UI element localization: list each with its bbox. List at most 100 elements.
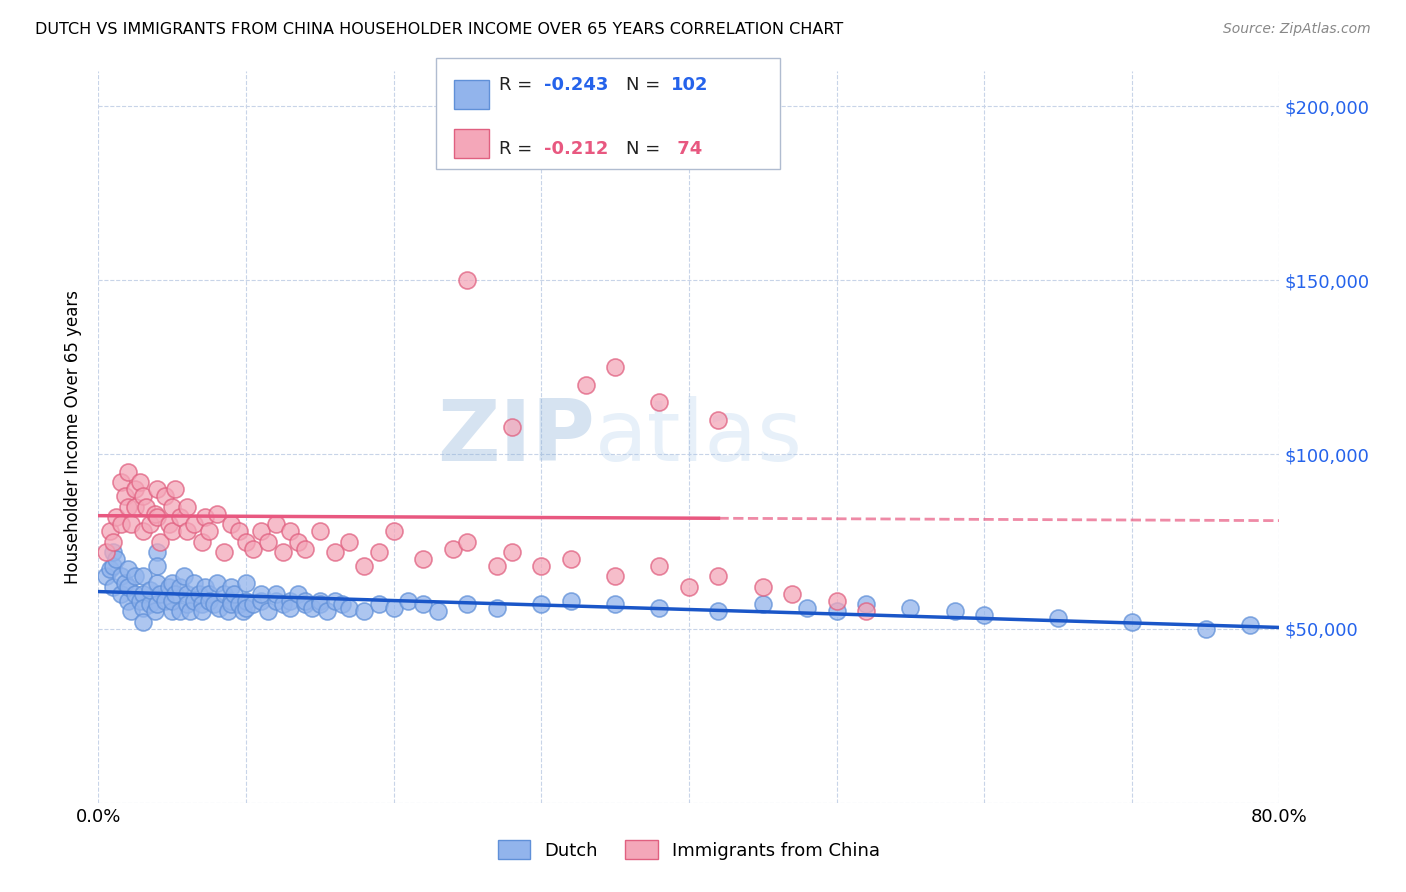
Point bbox=[457, 273, 479, 287]
Point bbox=[221, 597, 243, 611]
Point bbox=[98, 524, 121, 538]
Point bbox=[205, 507, 228, 521]
Point bbox=[825, 594, 848, 608]
Point bbox=[169, 604, 191, 618]
Point bbox=[153, 594, 176, 608]
Point bbox=[752, 597, 775, 611]
Point bbox=[103, 545, 125, 559]
Point bbox=[202, 597, 225, 611]
Point bbox=[228, 597, 250, 611]
Point bbox=[139, 517, 162, 532]
Point bbox=[796, 600, 818, 615]
Point bbox=[323, 594, 346, 608]
Point bbox=[110, 517, 132, 532]
Point bbox=[257, 534, 280, 549]
Point bbox=[132, 569, 155, 583]
Point bbox=[855, 597, 877, 611]
Point bbox=[242, 597, 264, 611]
Point bbox=[368, 597, 391, 611]
Point bbox=[179, 604, 201, 618]
Text: atlas: atlas bbox=[595, 395, 803, 479]
Point bbox=[165, 587, 187, 601]
Point bbox=[117, 580, 139, 594]
Point bbox=[257, 604, 280, 618]
Text: N =: N = bbox=[626, 140, 665, 158]
Text: Source: ZipAtlas.com: Source: ZipAtlas.com bbox=[1223, 22, 1371, 37]
Point bbox=[149, 587, 172, 601]
Y-axis label: Householder Income Over 65 years: Householder Income Over 65 years bbox=[65, 290, 83, 584]
Point bbox=[132, 587, 155, 601]
Point bbox=[124, 587, 146, 601]
Point bbox=[264, 587, 287, 601]
Point bbox=[128, 594, 150, 608]
Point bbox=[120, 517, 142, 532]
Point bbox=[139, 597, 162, 611]
Point bbox=[280, 594, 302, 608]
Text: R =: R = bbox=[499, 76, 538, 94]
Point bbox=[221, 517, 243, 532]
Point bbox=[194, 580, 217, 594]
Point bbox=[427, 604, 450, 618]
Point bbox=[412, 552, 434, 566]
Point bbox=[264, 517, 287, 532]
Point bbox=[208, 600, 231, 615]
Point bbox=[157, 580, 180, 594]
Point bbox=[412, 597, 434, 611]
Point bbox=[560, 552, 582, 566]
Point bbox=[176, 524, 198, 538]
Legend: Dutch, Immigrants from China: Dutch, Immigrants from China bbox=[491, 833, 887, 867]
Point bbox=[1121, 615, 1143, 629]
Point bbox=[117, 562, 139, 576]
Point bbox=[707, 604, 730, 618]
Point bbox=[368, 545, 391, 559]
Point bbox=[973, 607, 995, 622]
Point bbox=[94, 545, 117, 559]
Point bbox=[183, 594, 205, 608]
Point bbox=[457, 597, 479, 611]
Text: 74: 74 bbox=[671, 140, 702, 158]
Point bbox=[309, 594, 332, 608]
Point bbox=[212, 587, 235, 601]
Point bbox=[575, 377, 598, 392]
Point bbox=[501, 419, 523, 434]
Point bbox=[855, 604, 877, 618]
Point bbox=[103, 558, 125, 573]
Point bbox=[309, 524, 332, 538]
Point bbox=[235, 534, 257, 549]
Point bbox=[280, 600, 302, 615]
Point bbox=[605, 569, 627, 583]
Point bbox=[124, 483, 146, 497]
Text: -0.212: -0.212 bbox=[544, 140, 609, 158]
Point bbox=[309, 597, 332, 611]
Point bbox=[146, 597, 169, 611]
Point bbox=[128, 475, 150, 490]
Point bbox=[441, 541, 464, 556]
Point bbox=[605, 360, 627, 375]
Point bbox=[169, 580, 191, 594]
Point bbox=[280, 524, 302, 538]
Point bbox=[294, 541, 316, 556]
Point bbox=[135, 500, 157, 514]
Point bbox=[124, 569, 146, 583]
Point bbox=[605, 597, 627, 611]
Point bbox=[110, 569, 132, 583]
Point bbox=[117, 594, 139, 608]
Point bbox=[198, 594, 221, 608]
Point bbox=[648, 600, 671, 615]
Point bbox=[94, 569, 117, 583]
Point bbox=[149, 534, 172, 549]
Point bbox=[205, 576, 228, 591]
Point bbox=[900, 600, 922, 615]
Point bbox=[143, 507, 166, 521]
Point bbox=[330, 597, 353, 611]
Point bbox=[648, 395, 671, 409]
Point bbox=[530, 134, 553, 148]
Point bbox=[162, 604, 183, 618]
Point bbox=[187, 587, 209, 601]
Point bbox=[264, 594, 287, 608]
Point bbox=[707, 569, 730, 583]
Point bbox=[486, 558, 509, 573]
Point bbox=[353, 604, 375, 618]
Point bbox=[103, 534, 125, 549]
Point bbox=[678, 580, 700, 594]
